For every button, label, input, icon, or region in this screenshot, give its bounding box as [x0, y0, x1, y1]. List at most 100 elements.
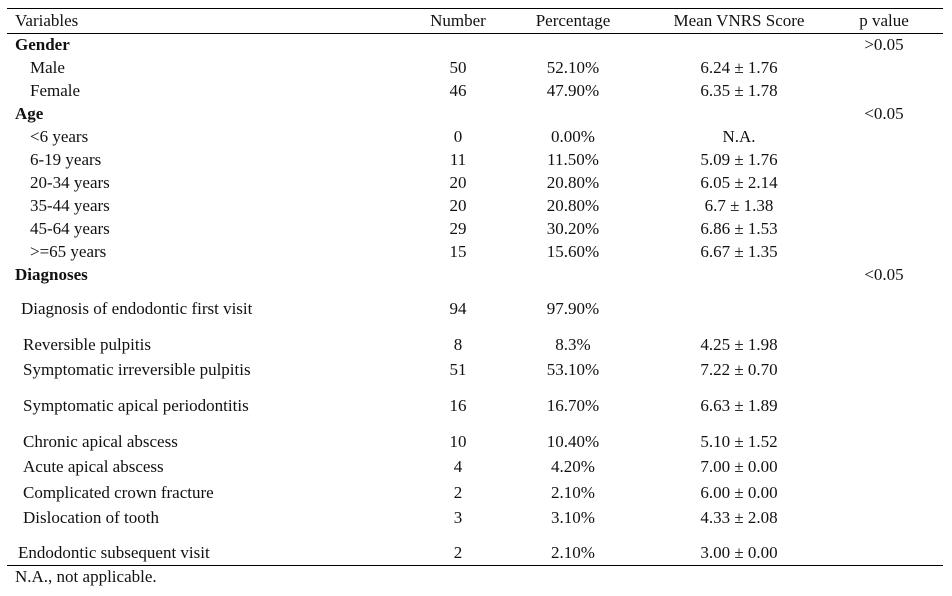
- row-label: Acute apical abscess: [23, 457, 164, 476]
- row-number: 50: [449, 58, 467, 77]
- row-number: 2: [453, 483, 463, 502]
- row-number: 8: [453, 335, 463, 354]
- header-rule: [7, 33, 943, 34]
- row-label: Male: [30, 58, 65, 77]
- row-mean: 6.00 ± 0.00: [700, 483, 778, 502]
- row-percentage: 97.90%: [546, 299, 600, 318]
- header-mean-vnrs: Mean VNRS Score: [673, 11, 805, 30]
- table-row: Male 50 52.10% 6.24 ± 1.76: [0, 57, 952, 79]
- table-row: 35-44 years 20 20.80% 6.7 ± 1.38: [0, 195, 952, 217]
- row-mean: 6.35 ± 1.78: [700, 81, 778, 100]
- table-row: Acute apical abscess 4 4.20% 7.00 ± 0.00: [0, 456, 952, 478]
- header-p-value: p value: [859, 11, 909, 30]
- row-mean: 7.00 ± 0.00: [700, 457, 778, 476]
- row-number: 2: [453, 543, 463, 562]
- row-percentage: 3.10%: [551, 508, 595, 527]
- row-label: Female: [30, 81, 81, 100]
- table-row: >=65 years 15 15.60% 6.67 ± 1.35: [0, 241, 952, 263]
- row-mean: 4.25 ± 1.98: [700, 335, 778, 354]
- row-label: 35-44 years: [30, 196, 110, 215]
- group-label: Diagnoses: [15, 265, 88, 284]
- row-label: Symptomatic apical periodontitis: [23, 396, 249, 415]
- row-label: <6 years: [30, 127, 89, 146]
- row-percentage: 53.10%: [546, 360, 600, 379]
- header-number: Number: [430, 11, 486, 30]
- group-row-gender: Gender >0.05: [0, 34, 952, 56]
- row-number: 4: [453, 457, 463, 476]
- row-mean: 6.67 ± 1.35: [700, 242, 778, 261]
- table-row: Dislocation of tooth 3 3.10% 4.33 ± 2.08: [0, 507, 952, 529]
- row-label: >=65 years: [30, 242, 107, 261]
- row-percentage: 30.20%: [546, 219, 600, 238]
- row-number: 15: [449, 242, 467, 261]
- row-percentage: 15.60%: [546, 242, 600, 261]
- row-number: 46: [449, 81, 467, 100]
- row-mean: 7.22 ± 0.70: [700, 360, 778, 379]
- table-row: Chronic apical abscess 10 10.40% 5.10 ± …: [0, 431, 952, 453]
- table-row: <6 years 0 0.00% N.A.: [0, 126, 952, 148]
- group-label: Gender: [15, 35, 70, 54]
- row-mean: 3.00 ± 0.00: [700, 543, 778, 562]
- group-row-diagnoses: Diagnoses <0.05: [0, 264, 952, 286]
- table-row: Symptomatic apical periodontitis 16 16.7…: [0, 395, 952, 417]
- header-variables: Variables: [15, 11, 79, 30]
- row-label: Chronic apical abscess: [23, 432, 178, 451]
- header-percentage: Percentage: [535, 11, 611, 30]
- row-number: 51: [449, 360, 467, 379]
- row-label: Dislocation of tooth: [23, 508, 159, 527]
- row-percentage: 0.00%: [551, 127, 595, 146]
- row-label: Endodontic subsequent visit: [18, 543, 210, 562]
- row-label: 20-34 years: [30, 173, 110, 192]
- row-label: 45-64 years: [30, 219, 110, 238]
- row-label: Diagnosis of endodontic first visit: [21, 299, 253, 318]
- row-mean: 6.24 ± 1.76: [700, 58, 778, 77]
- table-row: 45-64 years 29 30.20% 6.86 ± 1.53: [0, 218, 952, 240]
- row-label: 6-19 years: [30, 150, 102, 169]
- row-mean: 6.7 ± 1.38: [704, 196, 774, 215]
- row-number: 94: [449, 299, 467, 318]
- table-row: Symptomatic irreversible pulpitis 51 53.…: [0, 359, 952, 381]
- table-row: Complicated crown fracture 2 2.10% 6.00 …: [0, 482, 952, 504]
- group-row-age: Age <0.05: [0, 103, 952, 125]
- group-p-value: <0.05: [864, 265, 904, 284]
- row-percentage: 47.90%: [546, 81, 600, 100]
- table-row: 6-19 years 11 11.50% 5.09 ± 1.76: [0, 149, 952, 171]
- row-mean: N.A.: [722, 127, 756, 146]
- row-number: 16: [449, 396, 467, 415]
- row-number: 11: [449, 150, 467, 169]
- row-mean: 5.09 ± 1.76: [700, 150, 778, 169]
- row-percentage: 8.3%: [555, 335, 591, 354]
- group-label: Age: [15, 104, 44, 123]
- row-label: Complicated crown fracture: [23, 483, 214, 502]
- row-percentage: 20.80%: [546, 173, 600, 192]
- row-percentage: 20.80%: [546, 196, 600, 215]
- row-mean: 6.86 ± 1.53: [700, 219, 778, 238]
- row-percentage: 10.40%: [546, 432, 600, 451]
- row-mean: 6.63 ± 1.89: [700, 396, 778, 415]
- row-percentage: 16.70%: [546, 396, 600, 415]
- row-number: 3: [453, 508, 463, 527]
- row-percentage: 4.20%: [551, 457, 595, 476]
- row-percentage: 2.10%: [551, 543, 595, 562]
- row-label: Symptomatic irreversible pulpitis: [23, 360, 251, 379]
- row-number: 0: [453, 127, 463, 146]
- table-footnote: N.A., not applicable.: [15, 567, 157, 586]
- row-mean: 6.05 ± 2.14: [700, 173, 778, 192]
- row-mean: 4.33 ± 2.08: [700, 508, 778, 527]
- row-percentage: 52.10%: [546, 58, 600, 77]
- row-number: 20: [449, 173, 467, 192]
- bottom-rule: [7, 565, 943, 566]
- top-rule: [7, 8, 943, 9]
- table-row: Reversible pulpitis 8 8.3% 4.25 ± 1.98: [0, 334, 952, 356]
- row-number: 20: [449, 196, 467, 215]
- group-p-value: <0.05: [864, 104, 904, 123]
- row-number: 29: [449, 219, 467, 238]
- row-percentage: 11.50%: [547, 150, 599, 169]
- row-percentage: 2.10%: [551, 483, 595, 502]
- table-row: 20-34 years 20 20.80% 6.05 ± 2.14: [0, 172, 952, 194]
- row-label: Reversible pulpitis: [23, 335, 151, 354]
- group-p-value: >0.05: [864, 35, 904, 54]
- header-row: Variables Number Percentage Mean VNRS Sc…: [0, 10, 952, 32]
- row-number: 10: [449, 432, 467, 451]
- table-row: Diagnosis of endodontic first visit 94 9…: [0, 298, 952, 320]
